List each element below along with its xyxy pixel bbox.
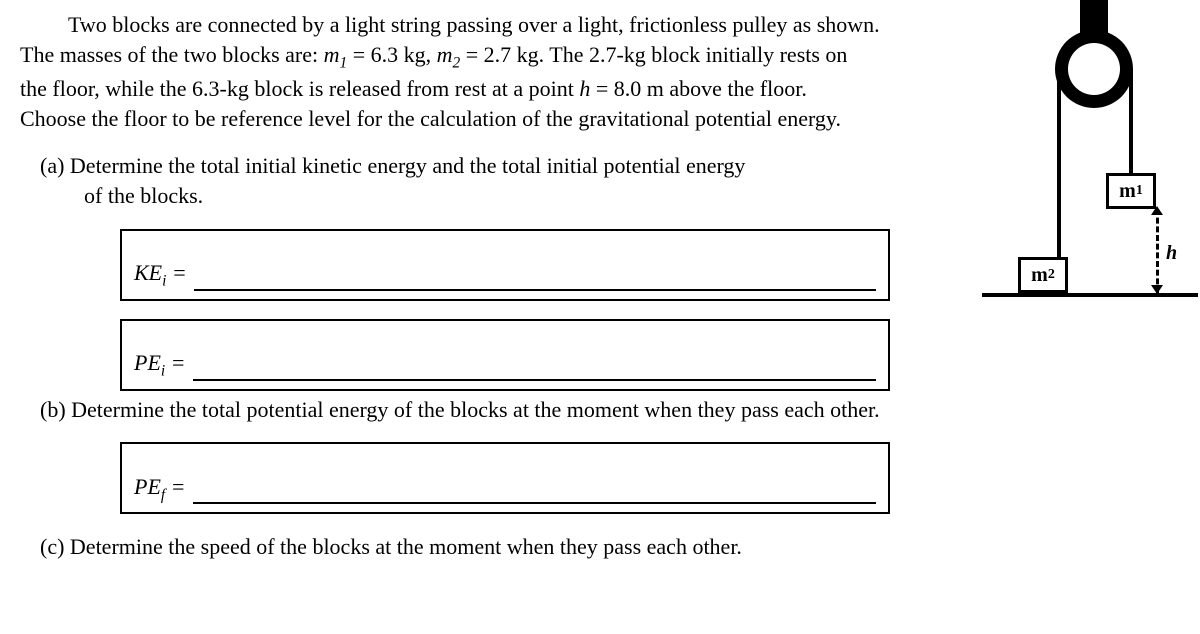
m1-block: m1: [1106, 173, 1156, 209]
floor-line: [982, 293, 1198, 297]
h-arrow-down: [1151, 285, 1163, 294]
m2-symbol: m: [437, 42, 453, 67]
pe-f-answer-box: PEf =: [120, 442, 890, 514]
part-b: (b) Determine the total potential energy…: [40, 395, 980, 425]
pe-i-label: PEi =: [134, 348, 191, 382]
pe-f-label: PEf =: [134, 472, 191, 506]
part-a: (a) Determine the total initial kinetic …: [40, 151, 980, 210]
part-b-text: Determine the total potential energy of …: [71, 397, 879, 422]
part-b-label: (b): [40, 397, 66, 422]
intro-line2-prefix: The masses of the two blocks are:: [20, 42, 324, 67]
pe-f-answer-line: [193, 502, 876, 504]
intro-line4: Choose the floor to be reference level f…: [20, 106, 841, 131]
part-a-label: (a): [40, 153, 64, 178]
ke-label: KEi =: [134, 258, 192, 292]
part-c-label: (c): [40, 534, 64, 559]
h-symbol: h: [579, 76, 590, 101]
h-dashed-line: [1156, 209, 1159, 293]
intro-paragraph: Two blocks are connected by a light stri…: [20, 10, 980, 133]
problem-content: Two blocks are connected by a light stri…: [20, 10, 980, 562]
ke-answer-box: KEi =: [120, 229, 890, 301]
h-value: = 8.0 m above the floor.: [590, 76, 806, 101]
intro-line1: Two blocks are connected by a light stri…: [68, 12, 880, 37]
pe-i-answer-box: PEi =: [120, 319, 890, 391]
intro-line3-prefix: the floor, while the 6.3-kg block is rel…: [20, 76, 579, 101]
string-left: [1057, 69, 1061, 257]
pulley-inner: [1068, 43, 1120, 95]
m1-value: = 6.3 kg,: [347, 42, 436, 67]
part-a-text2: of the blocks.: [84, 181, 980, 211]
part-c: (c) Determine the speed of the blocks at…: [40, 532, 980, 562]
m1-symbol: m: [324, 42, 340, 67]
pulley-diagram: m1 m2 h: [980, 0, 1200, 310]
m2-block: m2: [1018, 257, 1068, 293]
part-c-text: Determine the speed of the blocks at the…: [70, 534, 742, 559]
m2-value: = 2.7 kg. The 2.7-kg block initially res…: [460, 42, 847, 67]
string-right: [1129, 69, 1133, 173]
h-dimension-label: h: [1166, 240, 1177, 267]
part-a-text1: Determine the total initial kinetic ener…: [70, 153, 745, 178]
ke-answer-line: [194, 289, 876, 291]
pe-i-answer-line: [193, 379, 876, 381]
